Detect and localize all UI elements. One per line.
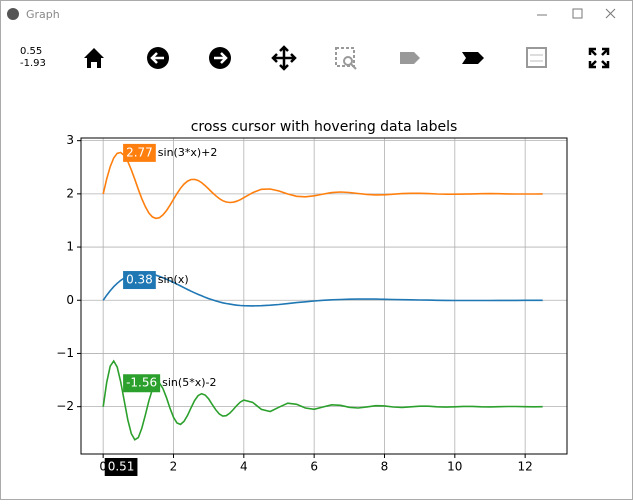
app-icon — [7, 8, 19, 20]
hover-series-name: sin(x) — [158, 273, 189, 286]
hover-value: -1.56 — [126, 376, 157, 390]
back-button[interactable] — [147, 47, 169, 69]
y-tick-label: 3 — [66, 133, 74, 147]
series-line — [102, 151, 543, 220]
hover-label: -1.56 sin(5*x)-2 — [123, 374, 216, 393]
series-line — [102, 359, 543, 441]
forward-button[interactable] — [209, 47, 231, 69]
y-tick-label: 1 — [66, 240, 74, 254]
cursor-x-value: 0.51 — [108, 460, 135, 474]
x-tick-label: 10 — [447, 460, 462, 474]
pan-button[interactable] — [271, 45, 297, 71]
previous-view-button[interactable] — [400, 52, 420, 64]
plot-frame — [80, 137, 568, 455]
cursor-x-readout: 0.55 — [20, 46, 42, 57]
hover-label: 0.38 sin(x) — [123, 271, 189, 290]
y-tick-label: −2 — [56, 399, 74, 413]
fullscreen-button[interactable] — [588, 47, 610, 69]
axes-limits-button[interactable] — [526, 47, 547, 68]
x-tick-label: 6 — [310, 460, 318, 474]
x-tick-label: 12 — [518, 460, 533, 474]
chart-title: cross cursor with hovering data labels — [191, 119, 458, 135]
hover-series-name: sin(5*x)-2 — [162, 376, 216, 389]
x-tick-label: 8 — [381, 460, 389, 474]
y-tick-label: 2 — [66, 186, 74, 200]
y-tick-label: 0 — [66, 293, 74, 307]
maximize-button[interactable] — [572, 8, 583, 19]
cursor-x-box — [104, 458, 138, 476]
hover-value: 0.38 — [126, 273, 153, 287]
hover-series-name: sin(3*x)+2 — [158, 146, 218, 159]
hover-label: 2.77 sin(3*x)+2 — [123, 143, 218, 162]
y-tick-label: −1 — [56, 346, 74, 360]
window-title: Graph — [26, 8, 60, 21]
hover-value-box — [123, 271, 156, 290]
hover-value: 2.77 — [126, 145, 153, 159]
cursor-x-label: 0.51 — [104, 458, 138, 476]
hover-value-box — [123, 143, 156, 162]
home-button[interactable] — [84, 48, 104, 68]
zoom-button[interactable] — [335, 47, 357, 70]
x-tick-label: 0 — [99, 460, 107, 474]
x-tick-label: 2 — [170, 460, 178, 474]
x-tick-label: 4 — [240, 460, 248, 474]
hover-value-box — [123, 374, 161, 393]
cursor-y-readout: -1.93 — [20, 58, 46, 69]
next-view-button[interactable] — [462, 52, 484, 64]
close-button[interactable] — [605, 8, 616, 19]
